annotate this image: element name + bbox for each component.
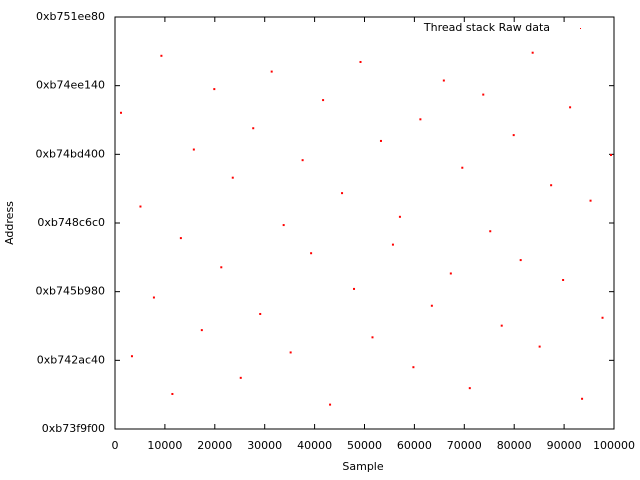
- y-tick-label: 0xb74ee140: [36, 79, 105, 92]
- data-point: [119, 111, 122, 114]
- data-point: [160, 54, 163, 57]
- data-point: [359, 60, 362, 63]
- x-tick-label: 70000: [447, 439, 482, 452]
- data-point: [412, 366, 415, 369]
- y-tick-label: 0xb74bd400: [36, 147, 105, 160]
- y-tick-label: 0xb748c6c0: [37, 216, 105, 229]
- x-tick-label: 100000: [593, 439, 635, 452]
- data-point: [231, 176, 234, 179]
- data-point: [461, 166, 464, 169]
- data-point: [449, 272, 452, 275]
- data-point: [512, 134, 515, 137]
- data-point: [538, 345, 541, 348]
- data-point: [379, 139, 382, 142]
- data-point: [500, 324, 503, 327]
- data-point: [550, 184, 553, 187]
- y-tick-label: 0xb745b980: [36, 285, 105, 298]
- data-point: [353, 287, 356, 290]
- data-point: [419, 118, 422, 121]
- x-tick-label: 80000: [497, 439, 532, 452]
- data-point: [581, 397, 584, 400]
- y-tick-label: 0xb751ee80: [36, 10, 105, 23]
- data-point: [310, 252, 313, 255]
- x-tick-label: 40000: [297, 439, 332, 452]
- data-point: [531, 51, 534, 54]
- data-point: [200, 329, 203, 332]
- data-point: [239, 376, 242, 379]
- data-point: [259, 312, 262, 315]
- data-point: [589, 199, 592, 202]
- y-axis-label: Address: [3, 201, 16, 245]
- data-point: [398, 215, 401, 218]
- data-point: [322, 99, 325, 102]
- legend-label: Thread stack Raw data: [423, 21, 550, 34]
- y-tick-label: 0xb742ac40: [37, 353, 105, 366]
- data-point: [270, 70, 273, 73]
- data-point: [442, 79, 445, 82]
- plot-frame: [114, 16, 615, 430]
- data-point: [391, 243, 394, 246]
- data-point: [489, 230, 492, 233]
- data-point: [601, 316, 604, 319]
- x-tick-label: 60000: [397, 439, 432, 452]
- legend-marker: [580, 28, 581, 29]
- x-tick-label: 0: [112, 439, 119, 452]
- data-point: [220, 266, 223, 269]
- x-tick-label: 90000: [547, 439, 582, 452]
- data-point: [610, 154, 613, 157]
- x-tick-label: 50000: [347, 439, 382, 452]
- data-point: [252, 127, 255, 130]
- data-point: [562, 278, 565, 281]
- x-axis-label: Sample: [342, 460, 383, 473]
- data-point: [468, 387, 471, 390]
- data-point: [152, 296, 155, 299]
- data-point: [329, 403, 332, 406]
- x-tick-label: 30000: [247, 439, 282, 452]
- data-point: [179, 237, 182, 240]
- data-point: [341, 192, 344, 195]
- data-point: [192, 148, 195, 151]
- data-point: [289, 351, 292, 354]
- data-point: [482, 93, 485, 96]
- y-tick-label: 0xb73f9f00: [42, 422, 105, 435]
- data-point: [569, 106, 572, 109]
- data-point: [171, 392, 174, 395]
- data-point: [139, 205, 142, 208]
- data-point: [213, 88, 216, 91]
- x-tick-label: 20000: [197, 439, 232, 452]
- data-point: [130, 355, 133, 358]
- data-point: [371, 336, 374, 339]
- data-point: [519, 259, 522, 262]
- data-point: [282, 224, 285, 227]
- data-point: [301, 159, 304, 162]
- data-point: [430, 304, 433, 307]
- x-tick-label: 10000: [147, 439, 182, 452]
